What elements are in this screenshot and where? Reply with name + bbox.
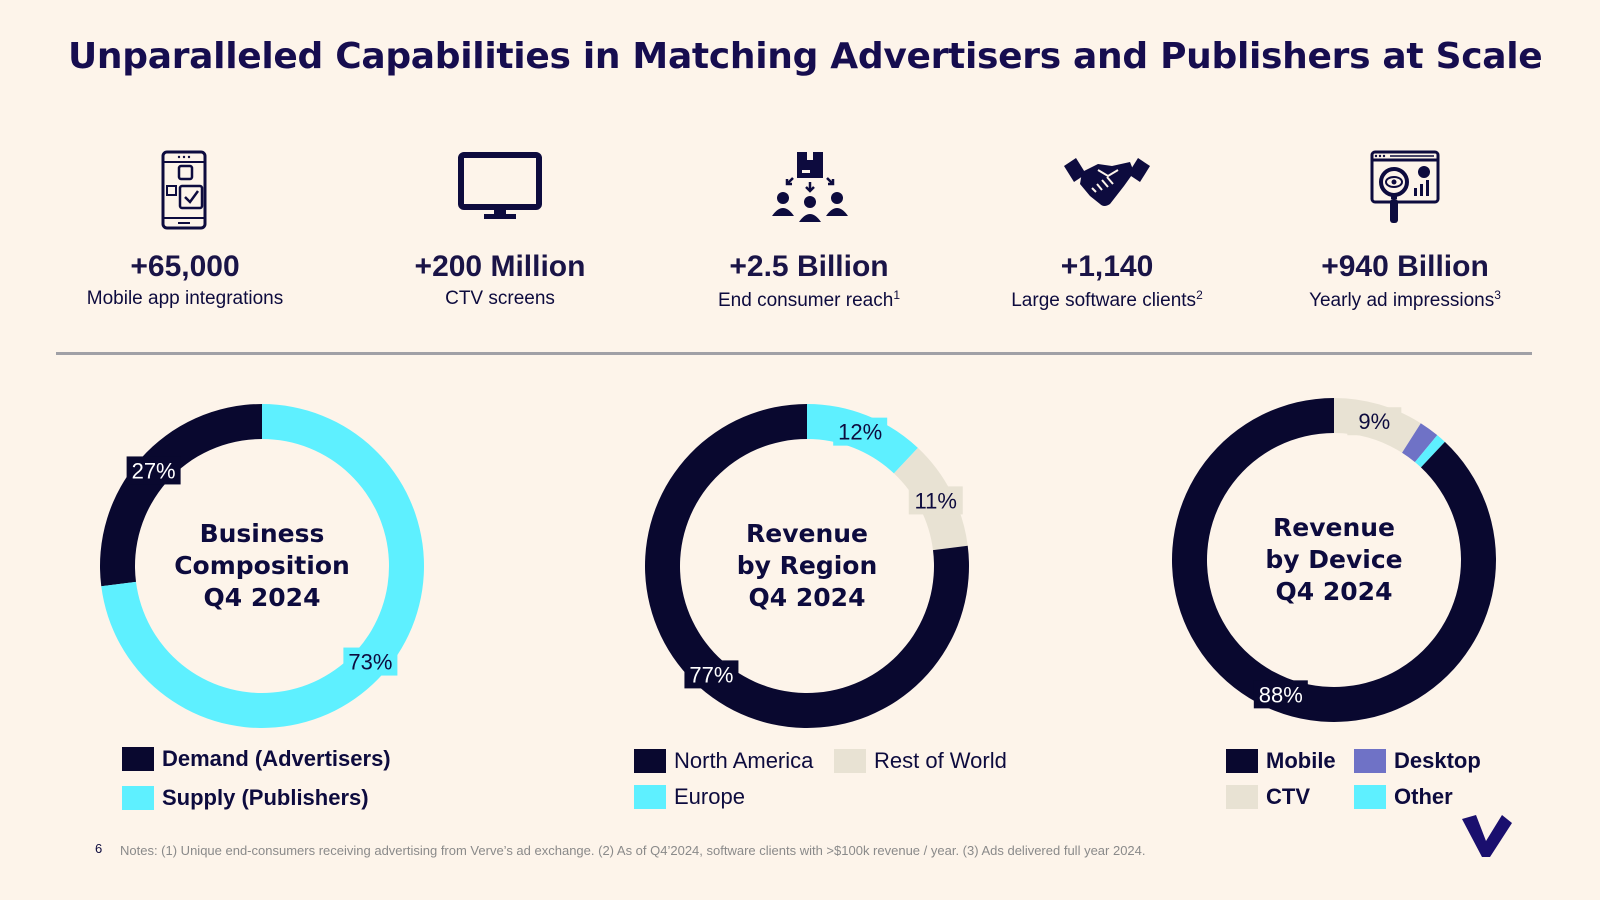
legend-swatch	[1354, 785, 1386, 809]
stat-software-clients: +1,140 Large software clients2	[957, 150, 1257, 312]
consumer-reach-icon	[772, 152, 848, 222]
legend-swatch	[1226, 749, 1258, 773]
svg-text:88%: 88%	[1259, 682, 1303, 707]
legend-swatch	[634, 785, 666, 809]
legend-item: Mobile	[1226, 748, 1336, 774]
stat-consumer-reach: +2.5 Billion End consumer reach1	[659, 150, 959, 312]
svg-text:73%: 73%	[348, 650, 392, 675]
revenue-by-device-donut: 9% 88%	[1172, 398, 1496, 722]
handshake-icon	[1064, 158, 1150, 206]
data-label: 73%	[343, 647, 398, 676]
revenue-by-region-donut: 12% 11% 77%	[645, 404, 969, 728]
footnote: Notes: (1) Unique end-consumers receivin…	[120, 843, 1146, 858]
legend-swatch	[122, 786, 154, 810]
stat-label: Yearly ad impressions3	[1309, 288, 1501, 311]
legend-item: North America	[634, 748, 813, 774]
chart-title: Revenue by Region Q4 2024	[736, 519, 878, 612]
verve-logo	[1462, 815, 1512, 857]
data-label: 12%	[833, 417, 888, 446]
page-number: 6	[95, 841, 103, 856]
legend-swatch	[1354, 749, 1386, 773]
legend-swatch	[834, 749, 866, 773]
stat-mobile-apps: +65,000 Mobile app integrations	[35, 150, 335, 310]
donut-slice-demand-advertisers-	[100, 404, 262, 587]
data-label: 9%	[1347, 407, 1402, 436]
mobile-app-icon	[161, 150, 207, 230]
stat-label: Mobile app integrations	[86, 288, 284, 309]
svg-text:12%: 12%	[838, 420, 882, 445]
data-label: 11%	[908, 486, 963, 515]
tv-monitor-icon	[458, 152, 542, 219]
stat-value: +940 Billion	[1321, 250, 1489, 283]
chart-title: Revenue by Device Q4 2024	[1265, 513, 1403, 606]
legend-swatch	[122, 747, 154, 771]
donut-slice-desktop	[1402, 423, 1438, 463]
stat-ctv-screens: +200 Million CTV screens	[350, 150, 650, 310]
stat-value: +1,140	[1060, 250, 1154, 283]
data-label: 88%	[1253, 680, 1308, 709]
legend-swatch	[634, 749, 666, 773]
svg-text:11%: 11%	[915, 488, 957, 513]
legend-item: CTV	[1226, 784, 1310, 810]
stat-label: End consumer reach1	[717, 288, 900, 311]
legend-item: Rest of World	[834, 748, 1007, 774]
business-composition-donut: 27% 73%	[100, 404, 425, 728]
stat-label: CTV screens	[445, 288, 555, 309]
page-title: Unparalleled Capabilities in Matching Ad…	[68, 36, 1543, 77]
legend-item: Supply (Publishers)	[122, 785, 369, 811]
legend-item: Demand (Advertisers)	[122, 746, 391, 772]
data-label: 27%	[126, 456, 181, 485]
ad-analytics-icon	[1370, 150, 1440, 223]
stat-value: +2.5 Billion	[729, 250, 889, 283]
donut-slice-other	[1414, 435, 1445, 468]
legend-item: Other	[1354, 784, 1453, 810]
data-label: 77%	[684, 660, 739, 689]
stat-label: Large software clients2	[1011, 288, 1203, 311]
section-divider	[56, 352, 1532, 355]
legend-item: Europe	[634, 784, 745, 810]
stat-value: +65,000	[130, 250, 240, 283]
stat-value: +200 Million	[414, 250, 586, 283]
stat-ad-impressions: +940 Billion Yearly ad impressions3	[1255, 150, 1555, 312]
chart-title: Business Composition Q4 2024	[174, 519, 350, 612]
legend-swatch	[1226, 785, 1258, 809]
svg-text:9%: 9%	[1358, 409, 1390, 434]
svg-text:27%: 27%	[132, 458, 176, 483]
svg-text:77%: 77%	[689, 662, 733, 687]
legend-item: Desktop	[1354, 748, 1481, 774]
